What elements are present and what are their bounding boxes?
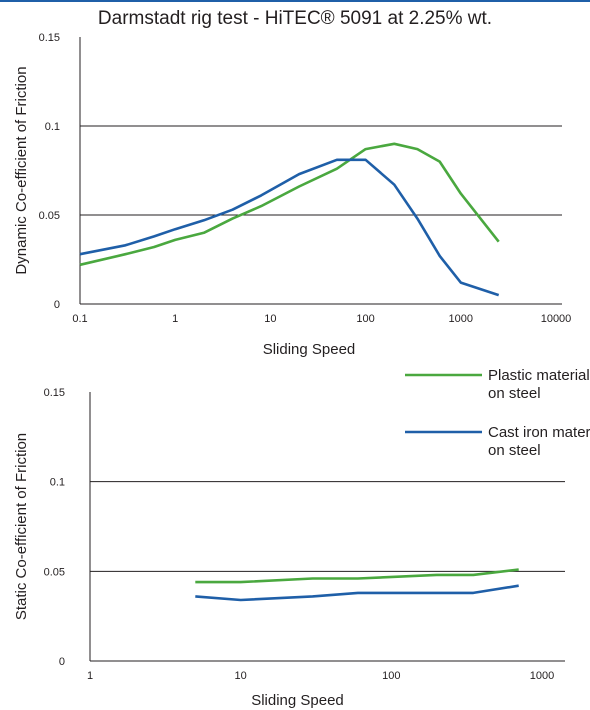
legend-label-0-line2: on steel <box>488 385 541 402</box>
c1-x-tick-label: 10 <box>264 313 276 325</box>
c1-x-tick-label: 1000 <box>449 313 473 325</box>
c1-y-tick-label: 0.1 <box>45 121 60 133</box>
legend-label-1: Cast iron material <box>488 424 590 441</box>
legend-label-0: Plastic material <box>488 367 590 384</box>
c2-x-tick-label: 1 <box>87 670 93 682</box>
c2-y-axis-label: Static Co-efficient of Friction <box>13 433 30 620</box>
c2-series-cast-iron-line <box>195 584 519 602</box>
c1-x-tick-label: 100 <box>356 313 374 325</box>
c2-series-plastic-line <box>195 568 519 584</box>
c1-x-axis-label: Sliding Speed <box>263 341 356 358</box>
chart-title: Darmstadt rig test - HiTEC® 5091 at 2.25… <box>97 8 493 29</box>
c2-y-tick-label: 0.1 <box>50 477 65 489</box>
legend-label-1-line2: on steel <box>488 442 541 459</box>
c1-series-cast-iron-line <box>79 158 500 297</box>
c1-x-tick-label: 10000 <box>541 313 572 325</box>
dynamic-friction-chart: 0 0.05 0.1 0.15 0.1 1 10 100 1000 10000 Sliding Sp… <box>13 32 572 358</box>
c2-x-axis-label: Sliding Speed <box>251 692 344 709</box>
c2-y-tick-label: 0 <box>59 656 65 668</box>
c1-x-tick-label: 0.1 <box>72 313 87 325</box>
static-friction-chart: 0 0.05 0.1 0.15 1 10 100 1000 Sliding Speed Stati… <box>13 367 590 709</box>
c2-y-tick-label: 0.15 <box>44 387 65 399</box>
c1-y-tick-label: 0.15 <box>39 32 60 44</box>
c2-x-tick-label: 10 <box>235 670 247 682</box>
c2-x-tick-label: 1000 <box>530 670 554 682</box>
c1-y-axis-label: Dynamic Co-efficient of Friction <box>13 66 30 274</box>
c2-y-tick-label: 0.05 <box>44 566 65 578</box>
c2-x-tick-label: 100 <box>382 670 400 682</box>
c1-y-tick-label: 0.05 <box>39 210 60 222</box>
c1-series-plastic-line <box>79 142 500 267</box>
c1-x-tick-label: 1 <box>172 313 178 325</box>
c1-y-tick-label: 0 <box>54 299 60 311</box>
top-accent-line <box>0 0 590 2</box>
